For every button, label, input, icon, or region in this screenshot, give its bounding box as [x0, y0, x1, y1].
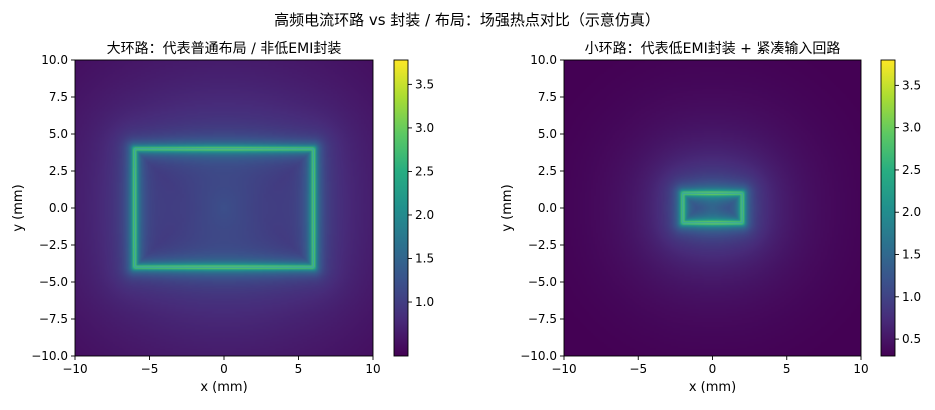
colorbar-tick-label: 2.0 [902, 205, 921, 219]
x-tick-label: 0 [709, 362, 717, 376]
y-tick-label: −2.5 [528, 238, 557, 252]
colorbar-tick-label: 1.0 [415, 295, 434, 309]
y-tick-label: −5.0 [39, 275, 68, 289]
colorbar [393, 59, 409, 357]
y-tick-label: 0.0 [538, 201, 557, 215]
chart-panel-2: −10 −5 0 5 10 −10.0 −7.5 −5.0 −2.5 0.0 2.5 5.0 7.5 10… [500, 40, 921, 395]
colorbar-tick-label: 1.5 [902, 248, 921, 262]
y-tick-label: −7.5 [528, 312, 557, 326]
current-loop-outline [682, 192, 743, 224]
colorbar-tick-label: 0.5 [902, 332, 921, 346]
x-tick-label: −10 [551, 362, 576, 376]
y-axis-label: y (mm) [500, 184, 515, 231]
chart-panel-1: −10 −5 0 5 10 −10.0 −7.5 −5.0 −2.5 0.0 2.5 5.0 7.5 10… [11, 41, 434, 395]
y-tick-label: 7.5 [538, 90, 557, 104]
x-axis-label: x (mm) [200, 380, 247, 395]
x-tick-label: −5 [629, 362, 647, 376]
current-loop-outline [134, 148, 315, 268]
colorbar-tick-label: 3.0 [902, 121, 921, 135]
colorbar-tick-label: 3.0 [415, 121, 434, 135]
y-tick-label: 5.0 [538, 127, 557, 141]
x-axis-label: x (mm) [689, 380, 736, 395]
y-tick-label: 5.0 [49, 127, 68, 141]
chart-title: 大环路：代表普通布局 / 非低EMI封装 [107, 41, 342, 57]
y-tick-label: 0.0 [49, 201, 68, 215]
y-tick-label: −10.0 [31, 349, 68, 363]
x-tick-label: −10 [62, 362, 87, 376]
y-tick-label: −5.0 [528, 275, 557, 289]
y-tick-label: 10.0 [530, 53, 557, 67]
y-tick-label: 10.0 [41, 53, 68, 67]
x-tick-label: 10 [853, 362, 868, 376]
colorbar-tick-label: 2.5 [415, 164, 434, 178]
chart-title: 小环路：代表低EMI封装 + 紧凑输入回路 [585, 40, 841, 57]
heatmap-image [75, 60, 373, 356]
y-tick-label: −10.0 [520, 349, 557, 363]
y-tick-label: −2.5 [39, 238, 68, 252]
y-tick-label: −7.5 [39, 312, 68, 326]
x-tick-label: 0 [220, 362, 228, 376]
colorbar [880, 59, 896, 357]
figure-suptitle: 高频电流环路 vs 封装 / 布局：场强热点对比（示意仿真） [274, 11, 660, 29]
colorbar-tick-label: 3.5 [902, 78, 921, 92]
x-tick-label: 10 [365, 362, 380, 376]
y-tick-label: 2.5 [538, 164, 557, 178]
colorbar-tick-label: 2.5 [902, 163, 921, 177]
colorbar-tick-label: 1.0 [902, 290, 921, 304]
y-tick-label: 2.5 [49, 164, 68, 178]
y-axis-label: y (mm) [11, 184, 26, 231]
colorbar-tick-label: 1.5 [415, 251, 434, 265]
x-tick-label: 5 [783, 362, 791, 376]
x-tick-label: 5 [295, 362, 303, 376]
colorbar-tick-label: 2.0 [415, 208, 434, 222]
chart-panels: −10 −5 0 5 10 −10.0 −7.5 −5.0 −2.5 0.0 2.5 5.0 7.5 10… [11, 40, 921, 395]
x-tick-label: −5 [141, 362, 159, 376]
y-tick-label: 7.5 [49, 90, 68, 104]
colorbar-tick-label: 3.5 [415, 77, 434, 91]
heatmap-image [564, 60, 861, 356]
